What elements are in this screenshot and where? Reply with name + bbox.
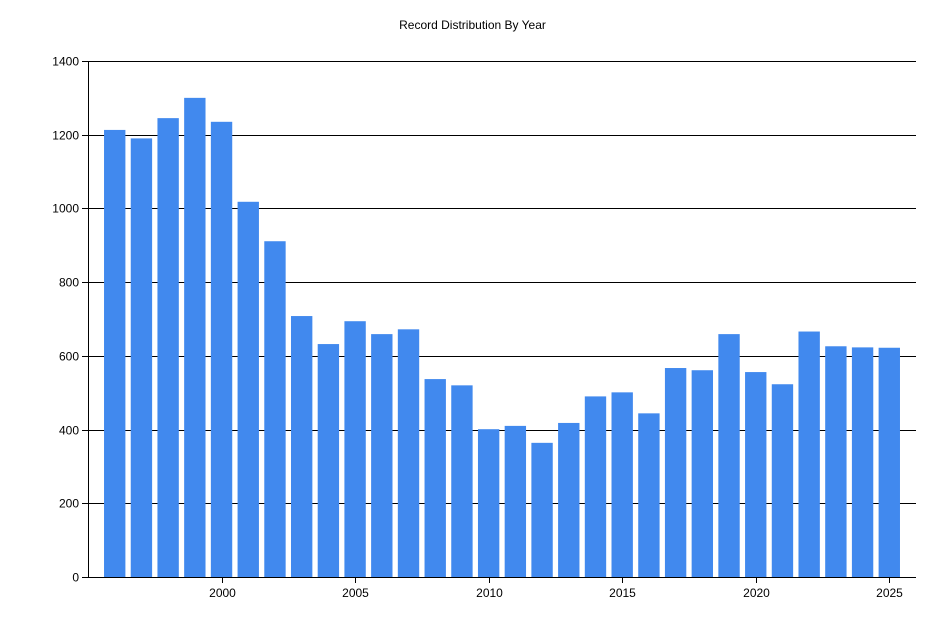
bar-2023 — [825, 346, 847, 577]
bar-2008 — [424, 379, 446, 577]
x-tick-label: 2000 — [209, 586, 236, 600]
bar-2002 — [264, 241, 286, 578]
x-tick-label: 2005 — [342, 586, 369, 600]
y-tick-label: 800 — [59, 276, 79, 290]
y-tick-label: 1200 — [52, 129, 79, 143]
y-tick-label: 1000 — [52, 202, 79, 216]
bar-2015 — [611, 392, 633, 577]
bar-2005 — [344, 321, 366, 577]
bar-2001 — [237, 201, 259, 578]
bar-2021 — [771, 384, 794, 577]
bar-2012 — [531, 442, 553, 577]
bar-2003 — [290, 316, 313, 577]
y-tick-label: 200 — [59, 497, 79, 511]
bar-2025 — [878, 347, 900, 577]
bar-2011 — [504, 425, 527, 577]
x-tick-label: 2025 — [876, 586, 903, 600]
bar-2018 — [691, 370, 714, 577]
y-tick-label: 1400 — [52, 55, 79, 69]
bar-2019 — [718, 334, 740, 577]
bar-2017 — [664, 368, 687, 577]
bar-2013 — [558, 422, 580, 577]
y-tick-label: 600 — [59, 350, 79, 364]
bar-2014 — [584, 396, 607, 577]
bar-1997 — [130, 138, 153, 577]
bar-2009 — [451, 385, 473, 577]
y-tick-label: 400 — [59, 424, 79, 438]
bar-1998 — [157, 118, 179, 577]
bar-1996 — [104, 129, 126, 578]
bar-2007 — [397, 329, 420, 577]
x-tick-label: 2010 — [476, 586, 503, 600]
x-tick-label: 2020 — [743, 586, 770, 600]
bar-2006 — [371, 334, 393, 577]
chart-title: Record Distribution By Year — [399, 18, 546, 32]
bar-1999 — [184, 97, 206, 578]
y-tick-label: 0 — [72, 571, 79, 585]
bar-2022 — [798, 331, 820, 577]
bar-2010 — [477, 429, 500, 577]
bar-2016 — [638, 413, 660, 577]
bar-2000 — [210, 121, 233, 577]
bar-2024 — [851, 347, 874, 577]
bar-2020 — [745, 372, 767, 577]
bar-2004 — [317, 344, 340, 577]
x-tick-label: 2015 — [609, 586, 636, 600]
